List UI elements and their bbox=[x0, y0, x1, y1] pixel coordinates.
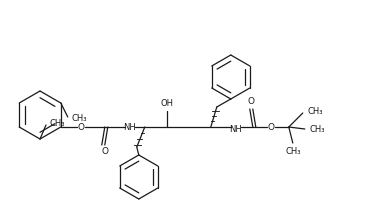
Text: CH₃: CH₃ bbox=[71, 114, 86, 124]
Text: NH: NH bbox=[123, 123, 136, 131]
Text: OH: OH bbox=[160, 99, 173, 109]
Text: O: O bbox=[101, 147, 108, 156]
Text: O: O bbox=[247, 98, 254, 106]
Text: O: O bbox=[267, 123, 274, 131]
Text: CH₃: CH₃ bbox=[307, 106, 322, 115]
Text: NH: NH bbox=[229, 125, 242, 134]
Text: CH₃: CH₃ bbox=[309, 125, 325, 135]
Text: CH₃: CH₃ bbox=[285, 146, 301, 156]
Text: CH₃: CH₃ bbox=[49, 119, 65, 128]
Text: O: O bbox=[77, 123, 84, 131]
